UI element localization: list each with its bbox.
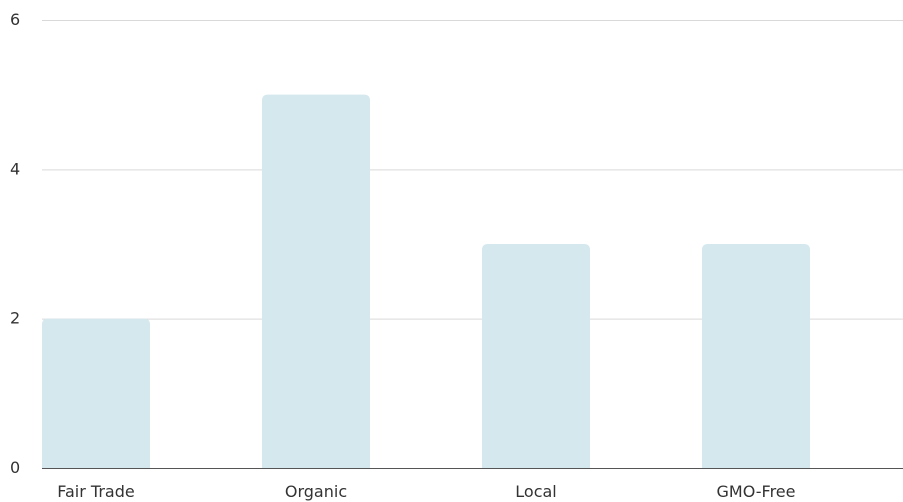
bar-organic <box>262 94 370 469</box>
bar-local <box>482 244 590 468</box>
x-tick-label: GMO-Free <box>717 482 796 501</box>
x-tick-label: Local <box>515 482 556 501</box>
x-tick-label: Fair Trade <box>57 482 134 501</box>
x-tick-label: Organic <box>285 482 347 501</box>
y-tick-label: 4 <box>10 159 20 178</box>
y-tick-label: 2 <box>10 309 20 328</box>
bar-fair-trade <box>42 318 150 468</box>
bar-gmo-free <box>702 244 810 468</box>
y-tick-label: 0 <box>10 458 20 477</box>
y-tick-label: 6 <box>10 10 20 29</box>
labels: 0 2 4 6 Fair Trade Organic Local GMO-Free <box>10 10 795 501</box>
bars <box>42 94 810 469</box>
